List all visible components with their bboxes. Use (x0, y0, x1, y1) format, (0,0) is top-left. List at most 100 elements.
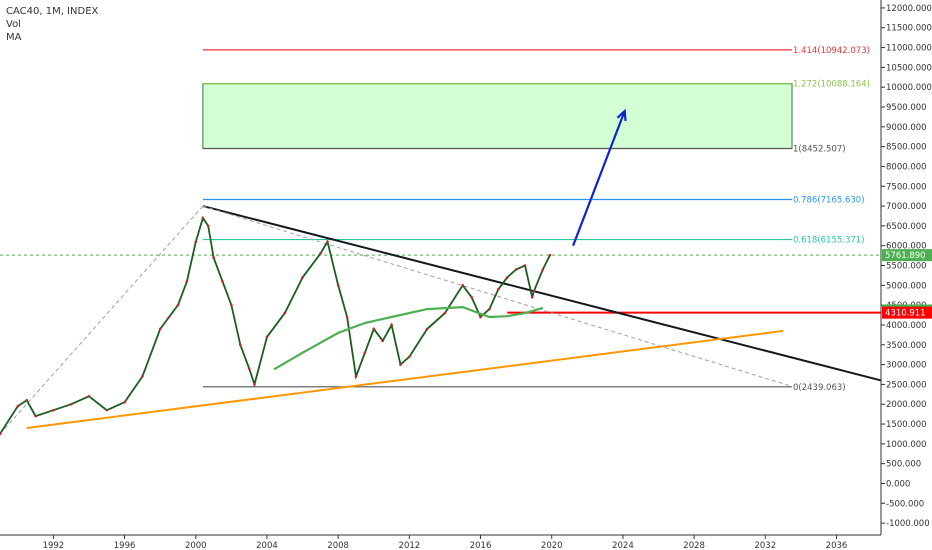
projection-arrow-head (616, 108, 627, 122)
y-tick-label: 0.000 (886, 479, 910, 489)
price-point (523, 264, 527, 267)
price-point (530, 295, 534, 299)
price-point (265, 335, 269, 339)
x-tick-label: 2032 (754, 541, 776, 550)
y-tick-label: 11000.000 (886, 44, 932, 54)
y-tick-label: 1500.000 (886, 420, 927, 430)
y-tick-label: 8000.000 (886, 162, 927, 172)
price-point (34, 414, 37, 418)
moving-average-line[interactable] (273, 305, 544, 371)
series-layer (0, 215, 552, 436)
legend-moving-average[interactable]: MA (6, 32, 22, 43)
chart-legend: CAC40, 1M, INDEX Vol MA (6, 5, 98, 44)
x-tick-label: 2036 (826, 541, 848, 550)
y-tick-label: -500.000 (886, 499, 924, 509)
price-point (247, 367, 251, 370)
y-tick-label: 7500.000 (886, 182, 927, 192)
price-point (167, 315, 171, 319)
price-point (301, 276, 304, 279)
x-tick-label: 2008 (327, 541, 349, 550)
price-point (185, 280, 189, 283)
price-point (345, 315, 349, 319)
price-point (16, 404, 20, 408)
y-tick-label: 2500.000 (886, 380, 927, 390)
price-point (319, 252, 322, 255)
price-point (230, 303, 233, 307)
price-point (363, 351, 367, 355)
projection-arrow[interactable] (572, 110, 626, 247)
y-tick-label: 500.000 (886, 460, 921, 470)
target-zone[interactable] (202, 83, 793, 150)
price-point (390, 323, 393, 327)
x-tick-label: 2012 (399, 541, 421, 550)
price-point (548, 253, 552, 257)
legend-symbol[interactable]: CAC40, 1M, INDEX (6, 6, 99, 17)
price-point (176, 303, 180, 307)
target-zone-layer (202, 83, 793, 150)
y-tick-label: 10500.000 (886, 63, 932, 73)
price-point (206, 224, 210, 228)
fib-level-label: 1.272(10088.164) (793, 80, 870, 90)
y-tick-label: 9500.000 (886, 103, 927, 113)
x-tick-label: 2000 (185, 541, 207, 550)
price-point (488, 307, 491, 311)
trendlines-layer (0, 108, 882, 435)
price-point (201, 216, 205, 220)
price-point (0, 432, 2, 436)
price-point (479, 315, 482, 319)
price-point (69, 402, 73, 406)
price-point (212, 256, 215, 259)
x-tick-label: 2024 (612, 541, 634, 550)
price-point (105, 408, 109, 412)
price-tag[interactable] (882, 249, 932, 262)
trendline-fib-diagonal[interactable] (0, 205, 204, 435)
price-tag-label: 5761.890 (885, 251, 926, 261)
fib-level-label: 1.414(10942.073) (793, 46, 870, 56)
fib-level-label: 0.618(6155.371) (793, 236, 865, 246)
price-point (283, 311, 287, 315)
x-tick-label: 2016 (470, 541, 492, 550)
price-point (326, 240, 329, 244)
price-point (408, 355, 411, 358)
fib-level-label: 0(2439.063) (793, 383, 846, 393)
y-tick-label: 12000.000 (886, 4, 932, 14)
fib-level-label: 0.786(7165.630) (793, 196, 865, 206)
fib-levels-layer: 1.414(10942.073) 1.272(10088.164) 1(8452.5… (0, 46, 881, 393)
price-point (238, 343, 242, 347)
y-tick-label: 11500.000 (886, 24, 932, 34)
price-point (470, 295, 473, 299)
x-tick-label: 2028 (683, 541, 705, 550)
price-point (425, 327, 429, 331)
y-tick-label: 7000.000 (886, 202, 927, 212)
y-tick-label: 6500.000 (886, 222, 927, 232)
trendline-fib-diagonal-2[interactable] (202, 205, 793, 387)
y-tick-label: 2000.000 (886, 400, 927, 410)
legend-volume[interactable]: Vol (6, 19, 21, 30)
y-tick-label: 4000.000 (886, 321, 927, 331)
price-point (123, 400, 126, 404)
price-point (541, 268, 545, 271)
x-tick-label: 2020 (541, 541, 563, 550)
price-point (399, 363, 402, 366)
price-series-line[interactable] (0, 215, 551, 435)
y-tick-label: 1000.000 (886, 440, 927, 450)
y-tick-label: 5500.000 (886, 262, 927, 272)
price-point (354, 375, 358, 378)
price-point (158, 327, 162, 331)
x-tick-label: 2004 (256, 541, 278, 550)
price-tag[interactable] (882, 306, 932, 319)
trendline-descending[interactable] (202, 205, 882, 382)
price-point (381, 339, 384, 343)
trendline-ascending[interactable] (26, 329, 784, 429)
price-point (443, 311, 447, 315)
price-point (25, 398, 28, 402)
price-point (505, 276, 509, 279)
y-tick-label: 6000.000 (886, 242, 927, 252)
price-point (194, 240, 198, 244)
y-tick-label: 3500.000 (886, 341, 927, 351)
x-tick-label: 1996 (114, 541, 136, 550)
y-tick-label: 3000.000 (886, 361, 927, 371)
y-tick-label: 8500.000 (886, 143, 927, 153)
